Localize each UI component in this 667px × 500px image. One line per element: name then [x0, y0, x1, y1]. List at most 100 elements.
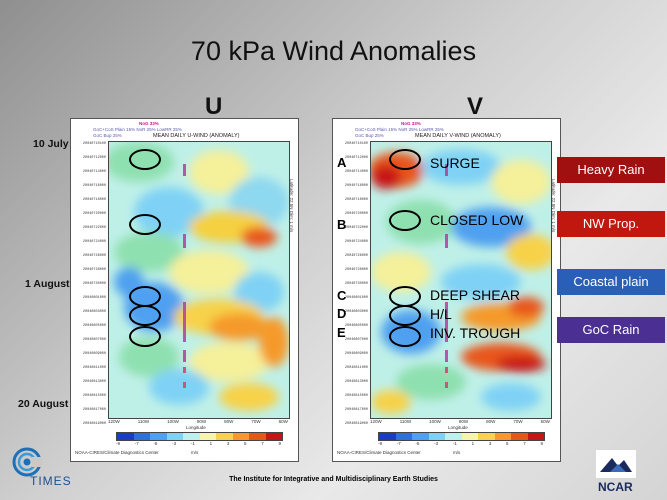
colorbar-tick: 7: [261, 441, 264, 446]
colorbar-swatch: [461, 433, 478, 440]
y-tick: 20040714000: [344, 170, 368, 174]
u-wind-panel: NoG 33% GoC+CoS Plain 15% NoR 25% LowRR …: [70, 118, 299, 462]
times-logo-mark: [12, 447, 42, 477]
y-tick: 20040803000: [344, 310, 368, 314]
u-ring-surge: [129, 149, 161, 170]
colorbar-tick: -1: [452, 441, 457, 446]
colorbar-tick: 5: [506, 441, 509, 446]
row-letter-e: E: [337, 325, 346, 340]
colorbar-tick: 1: [471, 441, 475, 446]
y-tick: 20040805000: [344, 324, 368, 328]
colorbar-tick: -1: [190, 441, 195, 446]
u-side-text: Latitude: 22.5N Dim: 1 m/s: [289, 179, 294, 233]
u-ring-deep-shear: [129, 286, 161, 307]
y-tick: 20040722000: [344, 226, 368, 230]
u-credit: NOAA-CIRES/Climate Diagnostics Center: [75, 450, 159, 455]
y-tick: 20040714000: [82, 170, 106, 174]
x-tick: 60W: [278, 419, 288, 424]
x-tick: 80W: [486, 419, 496, 424]
y-tick: 20040807000: [344, 338, 368, 342]
y-tick: 20040813000: [344, 380, 368, 384]
y-tick: 20040724000: [344, 240, 368, 244]
colorbar-tick: -9: [378, 441, 383, 446]
v-pct-line2: GoC+CoS Plain 15% NoR 25% LowRR 25%: [355, 127, 444, 132]
x-tick: 80W: [224, 419, 234, 424]
y-tick: 20040722000: [82, 226, 106, 230]
u-chart-title: MEAN DAILY U-WIND (ANOMALY): [153, 133, 240, 139]
colorbar-swatch: [412, 433, 429, 440]
colorbar-tick: 1: [209, 441, 213, 446]
colorbar-tick: -5: [415, 441, 420, 446]
y-tick: 20040728000: [344, 268, 368, 272]
u-y-axis: 20040710100 20040712000 20040714000 2004…: [73, 142, 106, 434]
date-label-august20: 20 August: [18, 398, 69, 410]
y-tick: 20040720000: [344, 212, 368, 216]
v-colorbar: [378, 432, 545, 441]
y-tick: 20040716000: [344, 184, 368, 188]
colorbar-swatch: [511, 433, 528, 440]
x-tick: 110W: [399, 419, 412, 424]
colorbar-swatch: [199, 433, 216, 440]
x-tick: 120W: [370, 419, 382, 424]
colorbar-swatch: [183, 433, 200, 440]
y-tick: 20040807000: [82, 338, 106, 342]
y-tick: 20040813000: [82, 380, 106, 384]
y-tick: 20040718000: [82, 198, 106, 202]
y-tick: 20040712000: [82, 156, 106, 160]
event-label-inv-trough: INV. TROUGH: [430, 325, 521, 341]
u-x-label: Longitude: [186, 425, 206, 430]
u-ring-inv-trough: [129, 326, 161, 347]
v-panel-heading: V: [467, 93, 484, 120]
y-tick: 20040730000: [344, 282, 368, 286]
y-tick: 20040726000: [344, 254, 368, 258]
date-label-august1: 1 August: [25, 278, 70, 290]
y-tick: 20040724000: [82, 240, 106, 244]
colorbar-swatch: [265, 433, 282, 440]
y-tick: 20040809000: [82, 352, 106, 356]
colorbar-swatch: [166, 433, 183, 440]
v-side-text: Latitude: 22.5N Dim: 1 m/s: [551, 179, 556, 233]
colorbar-swatch: [150, 433, 167, 440]
v-pct-line3: GoC Bup 25%: [355, 133, 384, 138]
y-tick: 20040817000: [344, 408, 368, 412]
colorbar-swatch: [395, 433, 412, 440]
u-colorbar-ticks: -9 -7 -5 -3 -1 1 3 5 7 9: [116, 441, 281, 446]
ncar-logo-text: NCAR: [598, 480, 633, 494]
y-tick: 20040803000: [82, 310, 106, 314]
y-tick: 20040819000: [82, 422, 106, 426]
u-pct-line2: GoC+CoS Plain 15% NoR 25% LowRR 25%: [93, 127, 182, 132]
u-ring-closed-low: [129, 214, 161, 235]
u-panel-heading: U: [205, 93, 223, 120]
y-tick: 20040710100: [82, 142, 106, 146]
event-label-surge: SURGE: [430, 155, 480, 171]
colorbar-tick: 9: [278, 441, 281, 446]
v-y-axis: 20040710100 20040712000 20040714000 2004…: [335, 142, 368, 434]
row-letter-a: A: [337, 155, 347, 170]
y-tick: 20040801000: [344, 296, 368, 300]
colorbar-swatch: [478, 433, 495, 440]
y-tick: 20040710100: [344, 142, 368, 146]
y-tick: 20040726000: [82, 254, 106, 258]
colorbar-tick: 5: [244, 441, 247, 446]
u-ring-hl: [129, 305, 161, 326]
colorbar-tick: -5: [153, 441, 158, 446]
u-x-ticks: 120W 110W 100W 90W 80W 70W 60W: [108, 419, 288, 424]
colorbar-tick: -7: [134, 441, 139, 446]
row-letter-c: C: [337, 288, 347, 303]
u-anomaly-field: [108, 141, 290, 419]
colorbar-swatch: [445, 433, 462, 440]
u-colorbar-unit: m/s: [191, 450, 199, 455]
v-ring-surge: [389, 149, 421, 170]
y-tick: 20040801000: [82, 296, 106, 300]
event-label-deep-shear: DEEP SHEAR: [430, 287, 520, 303]
colorbar-swatch: [527, 433, 544, 440]
y-tick: 20040817000: [82, 408, 106, 412]
ncar-logo-mark: [596, 450, 636, 478]
slide-title: 70 kPa Wind Anomalies: [190, 36, 477, 66]
colorbar-swatch: [379, 433, 396, 440]
v-anomaly-field: [370, 141, 552, 419]
row-letter-d: D: [337, 306, 347, 321]
date-label-july10: 10 July: [33, 138, 69, 150]
event-label-hl: H/L: [430, 306, 452, 322]
colorbar-tick: 3: [488, 441, 492, 446]
